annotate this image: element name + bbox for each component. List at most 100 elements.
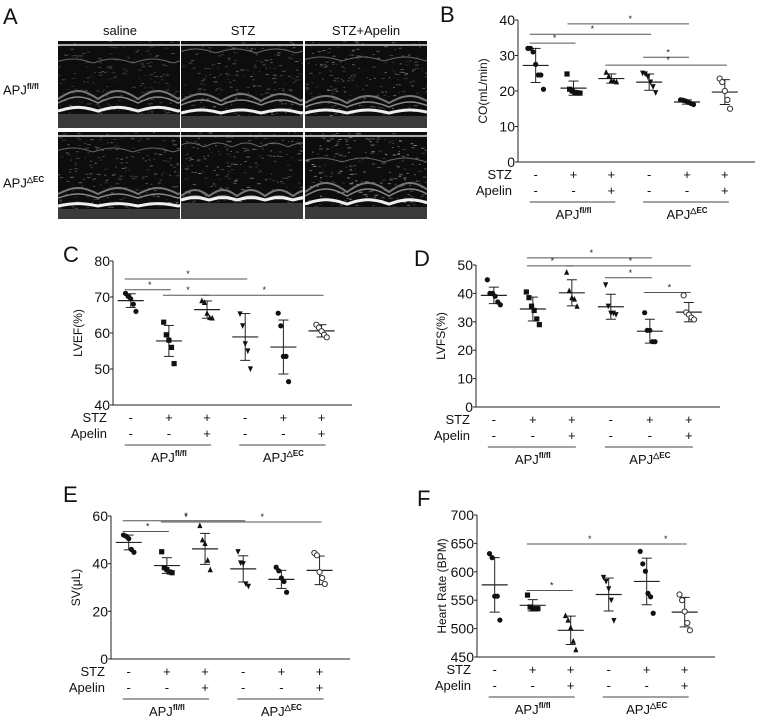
data-point-marker (197, 522, 202, 528)
significance-asterisk: * (666, 55, 670, 65)
stz-indicator: - (129, 410, 133, 425)
data-point-marker (161, 320, 166, 325)
data-point-marker (164, 332, 169, 337)
data-point-marker (532, 308, 537, 313)
data-point-marker (237, 311, 242, 317)
data-point-marker (284, 590, 289, 595)
significance-asterisk: * (186, 285, 190, 295)
data-series (672, 592, 698, 633)
apelin-indicator: - (607, 678, 611, 693)
data-point-marker (317, 569, 322, 574)
data-point-marker (245, 348, 250, 354)
y-tick-label: 600 (451, 564, 475, 580)
y-tick-label: 650 (451, 535, 475, 551)
data-point-marker (235, 549, 240, 555)
y-axis-label: Heart Rate (BPM) (435, 538, 449, 633)
y-axis-label: SV(μL) (69, 569, 83, 607)
stz-indicator: + (685, 412, 693, 427)
y-tick-label: 30 (499, 48, 515, 64)
y-axis-label: CO(mL/min) (476, 58, 490, 123)
data-series (596, 575, 622, 624)
data-point-marker (564, 269, 569, 275)
significance-asterisk: * (551, 256, 555, 266)
data-point-marker (651, 611, 656, 616)
y-tick-label: 50 (457, 257, 473, 273)
y-tick-label: 10 (499, 119, 515, 135)
data-point-marker (485, 277, 490, 282)
data-series (598, 282, 624, 319)
data-series (482, 551, 508, 623)
data-point-marker (603, 282, 608, 288)
significance-asterisk: * (588, 534, 592, 544)
stz-indicator: + (683, 167, 691, 182)
data-series (637, 310, 663, 344)
apelin-indicator: - (281, 426, 285, 441)
data-point-marker (126, 536, 131, 541)
data-point-marker (691, 102, 696, 107)
y-tick-label: 550 (451, 592, 475, 608)
data-point-marker (681, 293, 686, 298)
apelin-indicator: - (493, 678, 497, 693)
y-tick-label: 60 (92, 508, 108, 524)
data-point-marker (725, 97, 730, 102)
data-point-marker (498, 302, 503, 307)
row-label-apelin: Apelin (476, 183, 512, 198)
group-label: APJ△EC (626, 701, 667, 717)
data-point-marker (645, 74, 650, 80)
data-point-marker (685, 620, 690, 625)
stz-indicator: + (201, 664, 209, 679)
echo-image-flfl-stz-apelin (305, 41, 427, 128)
data-series (268, 565, 294, 595)
y-tick-label: 60 (94, 325, 110, 341)
data-series (561, 71, 587, 95)
group-label: APJfl/fl (515, 451, 551, 467)
y-tick-label: 20 (457, 342, 473, 358)
data-point-marker (246, 584, 251, 590)
data-series (520, 592, 546, 611)
group-label: APJfl/fl (556, 206, 592, 222)
row-label-apelin: Apelin (434, 428, 470, 443)
data-series (712, 76, 738, 111)
data-series (230, 549, 256, 589)
data-point-marker (535, 606, 540, 611)
data-point-marker (320, 575, 325, 580)
chart-svg: D01020304050LVFS(%)*****STZApelin--+-++-… (380, 240, 762, 480)
panel-letter: D (414, 246, 430, 271)
stz-indicator: + (318, 410, 326, 425)
apelin-indicator: + (681, 678, 689, 693)
data-point-marker (533, 62, 538, 67)
stz-indicator: - (647, 167, 651, 182)
data-series (634, 549, 660, 616)
data-series (307, 550, 333, 586)
apelin-indicator: - (127, 680, 131, 695)
significance-asterisk: * (629, 268, 633, 278)
panel-letter: E (63, 482, 78, 507)
group-label: APJ△EC (263, 449, 304, 465)
echo-image-dec-stz-apelin (305, 132, 427, 219)
group-label: APJfl/fl (149, 703, 185, 719)
apelin-indicator: - (609, 428, 613, 443)
data-point-marker (652, 339, 657, 344)
y-axis-label: LVFS(%) (434, 312, 448, 360)
data-point-marker (490, 555, 495, 560)
group-label: APJfl/fl (515, 701, 551, 717)
stz-indicator: + (529, 662, 537, 677)
data-series (116, 532, 142, 554)
echo-column-stz: STZ (183, 23, 303, 38)
data-point-marker (647, 328, 652, 333)
row-label-apelin: Apelin (435, 678, 471, 693)
data-point-marker (682, 609, 687, 614)
significance-asterisk: * (184, 512, 188, 522)
apelin-indicator: + (568, 428, 576, 443)
y-tick-label: 30 (457, 314, 473, 330)
data-point-marker (171, 361, 176, 366)
stz-indicator: + (568, 412, 576, 427)
stz-indicator: + (608, 167, 616, 182)
data-point-marker (638, 549, 643, 554)
data-series (194, 298, 220, 321)
data-point-marker (571, 638, 576, 644)
data-point-marker (534, 316, 539, 321)
y-tick-label: 40 (499, 12, 515, 28)
